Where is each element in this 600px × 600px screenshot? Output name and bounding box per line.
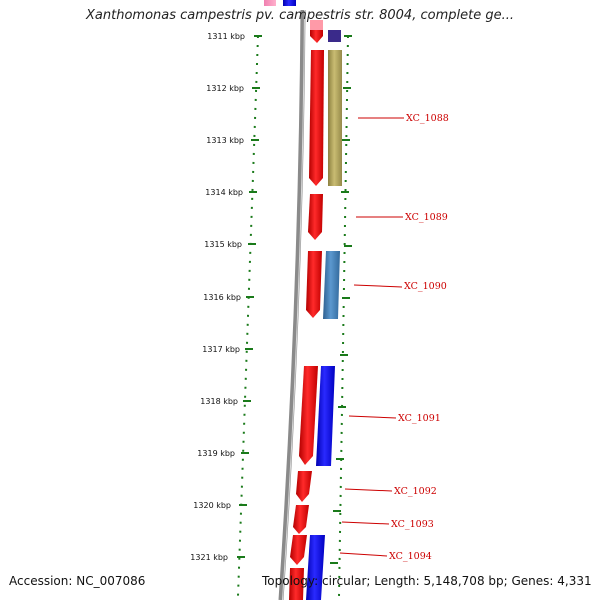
gene-arrow-xc1090 <box>306 251 322 318</box>
gene-label-xc1090: XC_1090 <box>404 281 447 292</box>
right-dotted-rail <box>338 35 349 597</box>
gene-label-xc1091: XC_1091 <box>398 413 441 424</box>
gene-arrow-xc1093 <box>293 505 309 534</box>
kbp-label: 1312 kbp <box>206 84 244 93</box>
gene-arrow-xc1088 <box>309 50 324 186</box>
left-dotted-rail <box>237 35 259 597</box>
kbp-label: 1313 kbp <box>206 136 244 145</box>
kbp-label: 1321 kbp <box>190 553 228 562</box>
gene-label-xc1094: XC_1094 <box>389 551 432 562</box>
kbp-label: 1316 kbp <box>203 293 241 302</box>
kbp-label: 1311 kbp <box>207 32 245 41</box>
olive-feature <box>328 50 342 186</box>
blue-feature-xc1094 <box>306 535 325 600</box>
gene-label-xc1092: XC_1092 <box>394 486 437 497</box>
genome-backbone-highlight <box>282 9 305 600</box>
gene-label-xc1088: XC_1088 <box>406 113 449 124</box>
steel-blue-feature <box>323 251 340 319</box>
genome-backbone <box>278 9 306 600</box>
gene-arrow-xc1091 <box>299 366 318 465</box>
purple-feature <box>328 30 341 42</box>
kbp-label: 1318 kbp <box>200 397 238 406</box>
label-connector <box>344 488 393 492</box>
gene-arrow-xc1092 <box>296 471 312 502</box>
label-connector <box>339 552 388 557</box>
gene-label-group: XC_1088 XC_1089 XC_1090 XC_1091 XC_1092 … <box>339 113 449 562</box>
gene-label-xc1089: XC_1089 <box>405 212 448 223</box>
label-connector <box>348 415 397 419</box>
top-blue-feature <box>283 0 296 6</box>
blue-feature-xc1091 <box>316 366 335 466</box>
accession-text: Accession: NC_007086 <box>9 574 146 588</box>
kbp-label: 1319 kbp <box>197 449 235 458</box>
kbp-label: 1314 kbp <box>205 188 243 197</box>
label-connector <box>353 284 403 288</box>
gene-arrow-xc1094 <box>290 535 307 565</box>
map-title: Xanthomonas campestris pv. campestris st… <box>86 8 514 23</box>
kbp-label: 1315 kbp <box>204 240 242 249</box>
topology-text: Topology: circular; Length: 5,148,708 bp… <box>262 574 592 588</box>
kbp-label: 1317 kbp <box>202 345 240 354</box>
top-pink-feature <box>264 0 276 6</box>
kbp-label: 1320 kbp <box>193 501 231 510</box>
gene-arrow-xc1089 <box>308 194 323 240</box>
label-connector <box>341 521 390 525</box>
gene-arrow-top <box>310 30 323 43</box>
kbp-tick-group: 1311 kbp 1312 kbp 1313 kbp 1314 kbp 1315… <box>190 32 262 562</box>
gene-label-xc1093: XC_1093 <box>391 519 434 530</box>
right-tick-group <box>330 35 352 564</box>
gene-arrow-bottom <box>289 568 304 600</box>
